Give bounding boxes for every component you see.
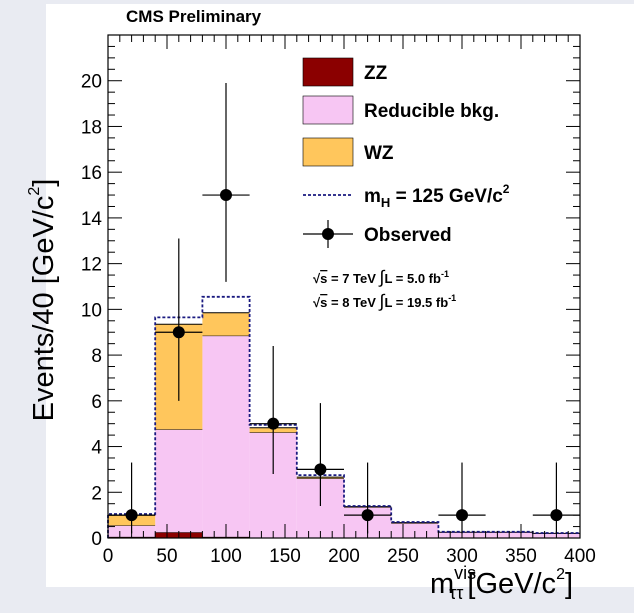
obs-point-7 (550, 509, 563, 522)
obs-point-2 (220, 189, 232, 202)
x-label-unit: [GeV/c (467, 568, 556, 600)
y-tick-label-8: 16 (81, 163, 102, 184)
bar-1-1 (155, 429, 203, 533)
y-tick-label-3: 6 (91, 392, 102, 413)
obs-point-4 (314, 463, 327, 476)
legend-obs-label: Observed (364, 225, 452, 246)
y-label-main: Events/40 [GeV/c (28, 196, 60, 422)
y-tick-label-2: 4 (91, 438, 102, 459)
legend-swatch-0 (302, 57, 354, 87)
obs-point-0 (125, 509, 138, 522)
legend-label-2: WZ (364, 143, 394, 164)
x-tick-label-4: 200 (328, 546, 360, 567)
legend-label-0: ZZ (364, 63, 388, 84)
obs-point-1 (172, 326, 185, 339)
y-axis-label: Events/40 [GeV/c2] (26, 179, 60, 422)
legend-signal-label: mH = 125 GeV/c2 (364, 182, 510, 210)
legend-label-1: Reducible bkg. (364, 101, 499, 122)
x-label-base: m (430, 568, 454, 600)
y-tick-label-4: 8 (91, 346, 102, 367)
x-tick-label-0: 0 (103, 546, 114, 567)
y-tick-label-6: 12 (81, 255, 102, 276)
x-label-sup: vis (454, 563, 476, 583)
chart-title: CMS Preliminary (126, 7, 262, 26)
legend-group: ZZ Reducible bkg. WZ mH = 125 GeV/c2 Observe… (302, 57, 510, 311)
lumi-line-0: √s = 7 TeV ∫L = 5.0 fb-1 (313, 267, 449, 287)
obs-point-6 (456, 509, 468, 522)
lumi-line-1: √s = 8 TeV ∫L = 19.5 fb-1 (313, 291, 456, 311)
legend-swatch-1 (302, 95, 354, 125)
y-tick-label-9: 18 (81, 117, 102, 138)
x-tick-label-6: 300 (446, 546, 478, 567)
x-tick-label-2: 100 (210, 546, 242, 567)
obs-point-5 (361, 509, 374, 522)
y-tick-label-0: 0 (91, 529, 102, 550)
x-axis-label: mvis ττ [GeV/c2] (430, 563, 573, 603)
obs-point-3 (267, 417, 280, 430)
y-label-end: ] (28, 179, 60, 187)
x-tick-label-3: 150 (269, 546, 301, 567)
y-tick-label-5: 10 (81, 300, 102, 321)
observed-group (108, 83, 580, 534)
legend-swatch-2 (302, 137, 354, 167)
x-label-sub: ττ (449, 583, 463, 603)
bar-1-2 (202, 335, 250, 537)
y-tick-label-7: 14 (81, 209, 103, 230)
legend-obs-marker (322, 228, 334, 240)
x-tick-label-5: 250 (387, 546, 419, 567)
x-label-unit-sup: 2 (556, 566, 565, 583)
y-tick-label-1: 2 (91, 483, 102, 504)
x-tick-label-8: 400 (564, 546, 596, 567)
y-tick-label-10: 20 (81, 72, 102, 93)
x-label-unit-end: ] (565, 568, 573, 600)
x-tick-label-7: 350 (505, 546, 537, 567)
x-tick-label-1: 50 (156, 546, 177, 567)
bar-2-2 (202, 312, 250, 336)
y-label-sup: 2 (26, 187, 43, 196)
axes-group: 0 50 100 150 200 250 300 350 400 0 2 4 6 8 10 12 14 16 18 2… (81, 34, 596, 567)
